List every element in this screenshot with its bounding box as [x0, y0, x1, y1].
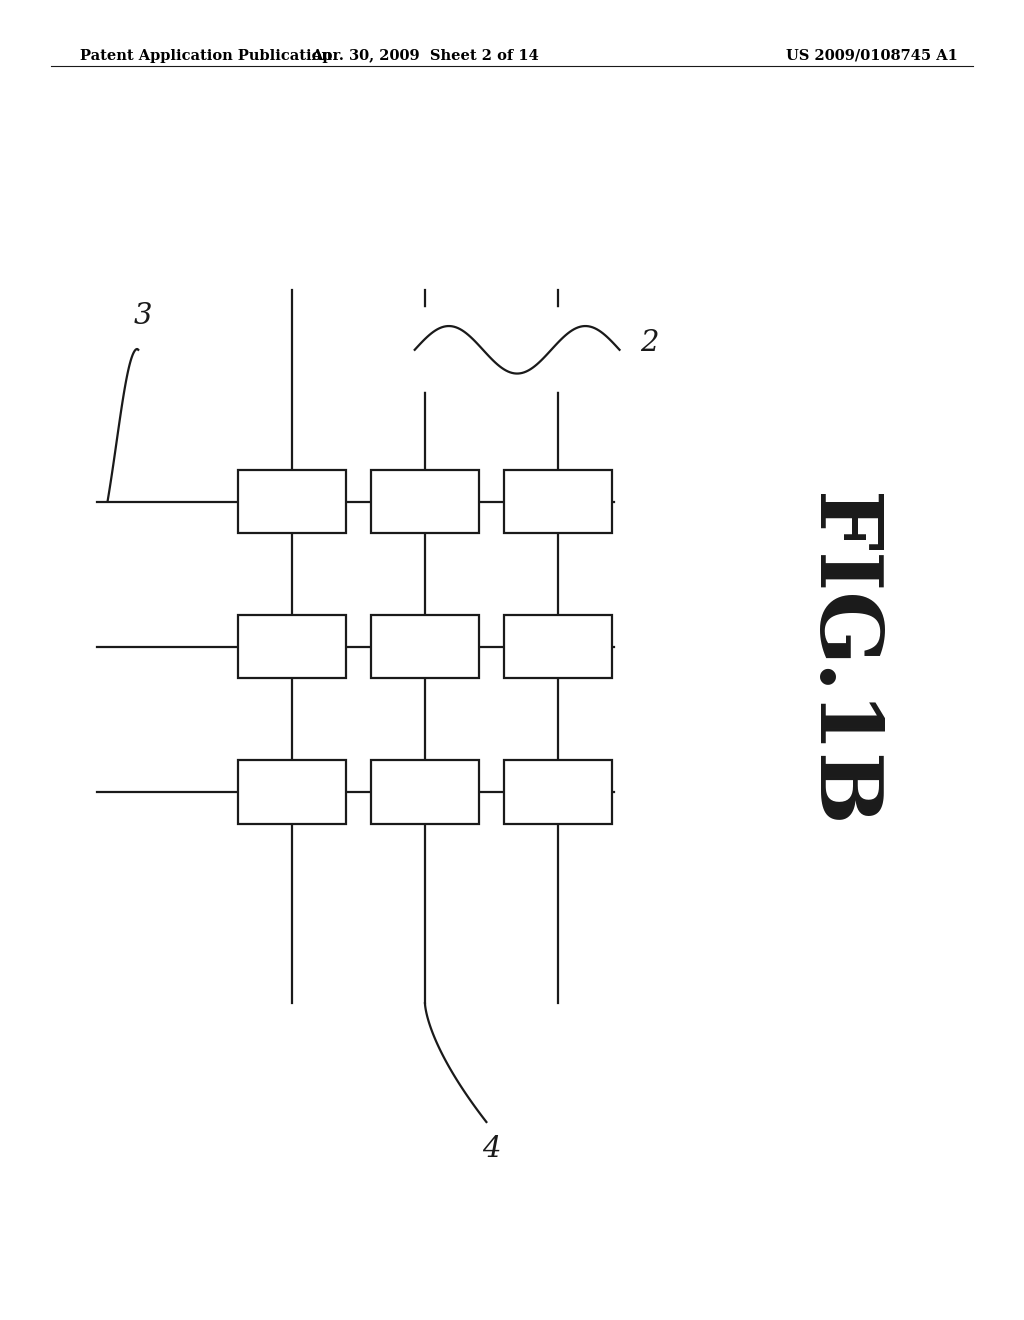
Bar	[238, 615, 345, 678]
Bar	[238, 470, 345, 533]
Bar	[505, 470, 612, 533]
Bar	[505, 760, 612, 824]
Text: 3: 3	[134, 302, 153, 330]
Bar	[371, 615, 478, 678]
Text: Apr. 30, 2009  Sheet 2 of 14: Apr. 30, 2009 Sheet 2 of 14	[311, 49, 539, 63]
Text: FIG.1B: FIG.1B	[798, 492, 882, 828]
Bar	[371, 760, 478, 824]
Text: 4: 4	[482, 1135, 501, 1163]
Bar	[371, 470, 478, 533]
Text: US 2009/0108745 A1: US 2009/0108745 A1	[785, 49, 957, 63]
Bar	[238, 760, 345, 824]
Text: Patent Application Publication: Patent Application Publication	[80, 49, 332, 63]
Bar	[505, 615, 612, 678]
Text: 2: 2	[640, 329, 658, 358]
